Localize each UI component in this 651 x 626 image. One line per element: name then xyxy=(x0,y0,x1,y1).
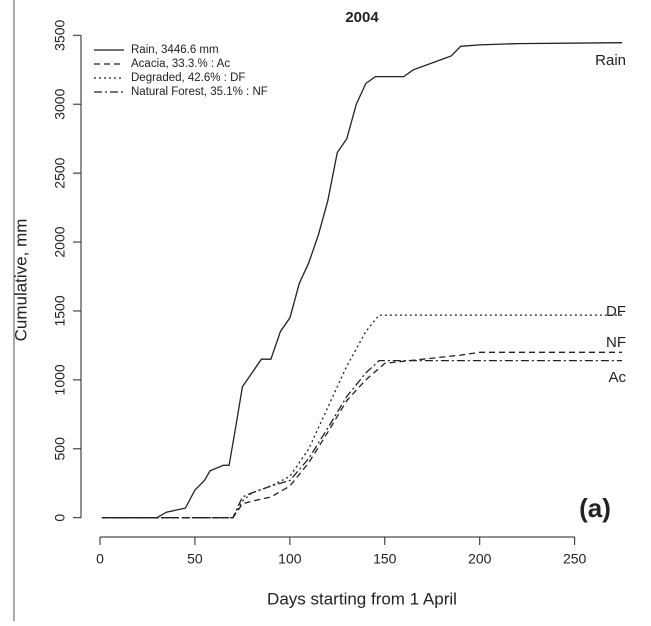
legend-label: Degraded, 42.6% : DF xyxy=(131,72,245,84)
legend-label: Acacia, 33.3.% : Ac xyxy=(131,58,230,70)
y-tick-label: 2500 xyxy=(52,157,68,188)
series-label: Rain xyxy=(595,52,626,69)
y-tick-label: 1500 xyxy=(52,295,68,326)
y-tick-label: 1000 xyxy=(52,364,68,395)
y-tick-label: 500 xyxy=(52,437,68,461)
x-tick-label: 150 xyxy=(373,551,397,567)
legend-label: Natural Forest, 35.1% : NF xyxy=(131,86,268,98)
x-tick-label: 250 xyxy=(563,551,587,567)
panel-label: (a) xyxy=(579,493,611,523)
y-tick-label: 3000 xyxy=(52,88,68,119)
x-tick-label: 50 xyxy=(187,551,203,567)
legend-label: Rain, 3446.6 mm xyxy=(131,44,219,56)
y-tick-label: 2000 xyxy=(52,226,68,257)
series-label: NF xyxy=(606,334,626,351)
x-tick-label: 200 xyxy=(468,551,492,567)
x-axis-title: Days starting from 1 April xyxy=(267,589,457,608)
y-axis-title: Cumulative, mm xyxy=(11,219,30,342)
series-label: Ac xyxy=(608,369,626,386)
x-tick-label: 0 xyxy=(96,551,104,567)
chart-title: 2004 xyxy=(345,9,379,26)
series-line xyxy=(101,314,623,519)
series-label: DF xyxy=(606,303,626,320)
x-tick-label: 100 xyxy=(278,551,302,567)
series-line xyxy=(101,351,623,519)
series-line xyxy=(101,42,623,519)
series-line xyxy=(101,359,623,519)
y-tick-label: 3500 xyxy=(52,20,68,51)
y-tick-label: 0 xyxy=(52,514,68,522)
